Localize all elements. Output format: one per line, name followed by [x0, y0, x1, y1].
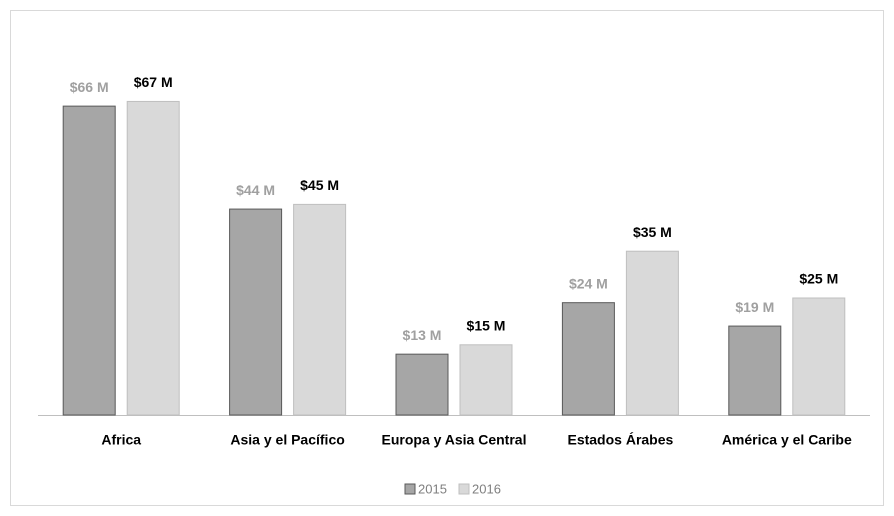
- data-label: $67 M: [134, 74, 173, 90]
- bar: [293, 203, 347, 416]
- bar: [62, 105, 116, 416]
- data-label: $19 M: [735, 299, 774, 315]
- data-label: $24 M: [569, 275, 608, 291]
- data-label: $44 M: [236, 182, 275, 198]
- x-tick-label: Asia y el Pacífico: [230, 432, 344, 448]
- data-label: $13 M: [403, 327, 442, 343]
- data-label: $35 M: [633, 224, 672, 240]
- legend-swatch: [404, 483, 416, 495]
- data-label: $15 M: [467, 318, 506, 334]
- bar: [126, 100, 180, 416]
- legend-swatch: [458, 483, 470, 495]
- bar: [728, 325, 782, 416]
- data-label: $25 M: [799, 271, 838, 287]
- bar: [395, 353, 449, 416]
- x-tick-label: América y el Caribe: [722, 432, 852, 448]
- bar: [792, 297, 846, 416]
- x-tick-label: Estados Árabes: [567, 432, 673, 448]
- bar: [459, 344, 513, 416]
- legend-label: 2015: [418, 481, 447, 496]
- x-tick-label: Africa: [101, 432, 141, 448]
- data-label: $45 M: [300, 177, 339, 193]
- x-tick-label: Europa y Asia Central: [382, 432, 527, 448]
- bar: [229, 208, 283, 416]
- bar: [561, 302, 615, 416]
- bar: [625, 250, 679, 416]
- data-label: $66 M: [70, 79, 109, 95]
- legend-label: 2016: [472, 481, 501, 496]
